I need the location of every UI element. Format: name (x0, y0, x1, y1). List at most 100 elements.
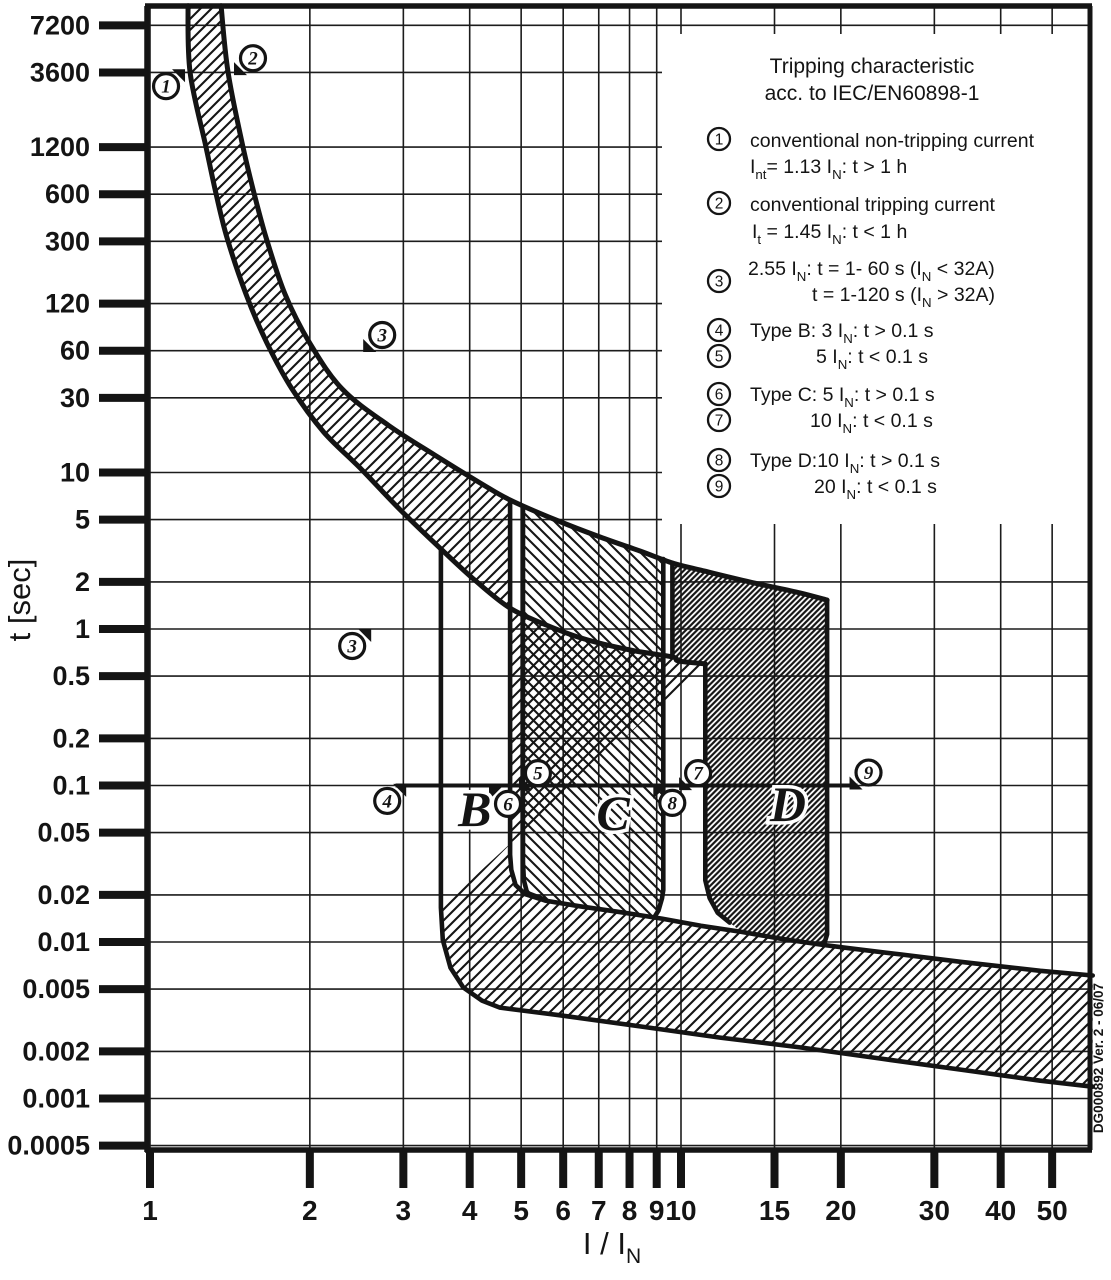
legend-text-part: t (757, 232, 761, 247)
legend-item-line: Type B: 3 IN: t > 0.1 s (750, 320, 934, 346)
legend-item-7: 7 10 IN: t < 0.1 s (706, 407, 933, 436)
legend-text-part: N (844, 395, 854, 410)
marker-circle-icon (493, 789, 523, 818)
y-tick-label: 0.5 (52, 661, 90, 691)
x-tick-label: 2 (302, 1195, 318, 1226)
x-axis-title: I / IN (583, 1226, 641, 1268)
marker-3: 3 (338, 628, 372, 661)
x-tick-label: 20 (825, 1195, 856, 1226)
legend-item-3: 32.55 IN: t = 1- 60 s (IN < 32A)t = 1-12… (706, 258, 995, 310)
legend-text-part: N (838, 357, 848, 372)
legend-item-line: 10 IN: t < 0.1 s (810, 410, 933, 436)
y-tick-label: 120 (45, 289, 90, 319)
legend-text-part: N (922, 295, 932, 310)
y-tick-label: 0.1 (52, 771, 90, 801)
legend-text-part: Type B: 3 I (750, 320, 843, 342)
marker-1: 1 (151, 69, 186, 101)
x-tick-label: 40 (985, 1195, 1016, 1226)
marker-circle-icon (854, 758, 883, 787)
x-tick-label: 50 (1037, 1195, 1068, 1226)
y-tick-label: 0.0005 (7, 1131, 90, 1161)
y-tick-label: 3600 (30, 57, 90, 87)
marker-number: 2 (247, 49, 258, 70)
x-tick-label: 5 (513, 1195, 529, 1226)
legend-text-part: : t > 0.1 s (854, 384, 935, 406)
legend-item-8: 8 Type D:10 IN: t > 0.1 s (706, 447, 940, 476)
marker-4: 4 (373, 783, 407, 816)
legend-text-part: nt (755, 167, 766, 182)
legend-number-circle-icon (706, 381, 732, 407)
marker-9: 9 (849, 758, 883, 790)
legend-item-line: Int= 1.13 IN: t > 1 h (750, 156, 907, 182)
marker-number: 9 (864, 763, 874, 784)
marker-flag-icon (489, 786, 503, 800)
y-tick-label: 0.02 (37, 880, 90, 910)
marker-6: 6 (489, 786, 523, 818)
legend-item-5: 5 5 IN: t < 0.1 s (706, 343, 928, 372)
marker-number: 5 (533, 764, 543, 785)
marker-flag-icon (849, 776, 863, 790)
document-id-label: DG000892 Ver. 2 - 06/07 (1091, 983, 1106, 1133)
y-tick-label: 2 (75, 567, 90, 597)
zone-b-region (188, 5, 1093, 1087)
marker-flag-icon (172, 69, 186, 83)
zone-d-step-edge (703, 661, 732, 925)
x-axis-title-main: I / I (583, 1226, 626, 1261)
legend-text-part: : t < 0.1 s (856, 476, 937, 498)
y-tick-label: 60 (60, 336, 90, 366)
marker-2: 2 (233, 44, 268, 76)
marker-flag-icon (233, 62, 247, 76)
legend-number-circle-icon (706, 190, 732, 216)
legend-text-part: I (750, 156, 755, 178)
legend-text-part: < 32A) (931, 258, 994, 280)
legend-text-part: : t < 0.1 s (847, 346, 928, 368)
y-tick-label: 30 (60, 383, 90, 413)
legend-text-part: conventional non-tripping current (750, 130, 1035, 152)
x-tick-label: 10 (665, 1195, 696, 1226)
y-tick-label: 1 (75, 614, 90, 644)
marker-number: 8 (668, 793, 678, 814)
zone-c-region (523, 506, 664, 917)
legend-item-line: conventional tripping current (750, 194, 996, 216)
b-left-bottom-boundary (438, 546, 1095, 1089)
x-tick-label: 8 (622, 1195, 638, 1226)
legend-number: 7 (715, 413, 724, 430)
legend-number-circle-icon (706, 343, 732, 369)
zone-label-C: C (596, 785, 630, 841)
legend-item-1: 1 conventional non-tripping current Int= 1… (706, 126, 1035, 182)
legend-number-circle-icon (706, 407, 732, 433)
legend-item-line: conventional non-tripping current (750, 130, 1035, 152)
marker-flag-icon (363, 339, 377, 353)
legend-item-line: It = 1.45 IN: t < 1 h (752, 221, 907, 247)
legend-number-circle-icon (706, 126, 732, 152)
marker-circle-icon (373, 786, 402, 816)
marker-number: 7 (693, 764, 704, 785)
marker-flag-icon (358, 628, 372, 642)
marker-flag-icon (653, 785, 667, 799)
x-tick-label: 15 (759, 1195, 790, 1226)
legend-number: 3 (715, 274, 724, 291)
legend-item-line: 2.55 IN: t = 1- 60 s (IN < 32A) (748, 258, 995, 284)
zone-c-right-edge (652, 556, 666, 919)
curve-min-trip-time (218, 3, 830, 603)
legend-text-part: Type C: 5 I (750, 384, 844, 406)
marker-flag-icon (679, 777, 693, 791)
y-tick-label: 300 (45, 226, 90, 256)
legend-text-part: : t < 1 h (842, 221, 908, 243)
x-tick-label: 4 (462, 1195, 478, 1226)
legend-text-part: 5 I (816, 346, 838, 368)
legend-text-part: N (847, 487, 857, 502)
marker-3: 3 (363, 320, 397, 353)
legend-text-part: = 1.13 I (766, 156, 832, 178)
legend-text-part: N (850, 461, 860, 476)
inner-min-opening-boundary (507, 497, 1095, 978)
x-tick-label: 9 (649, 1195, 665, 1226)
marker-circle-icon (238, 44, 268, 73)
legend-number: 2 (715, 196, 724, 213)
legend-text-part: N (843, 331, 853, 346)
legend-text-part: Type D:10 I (750, 450, 850, 472)
legend-text-part: N (797, 269, 807, 284)
marker-number: 3 (376, 326, 387, 347)
